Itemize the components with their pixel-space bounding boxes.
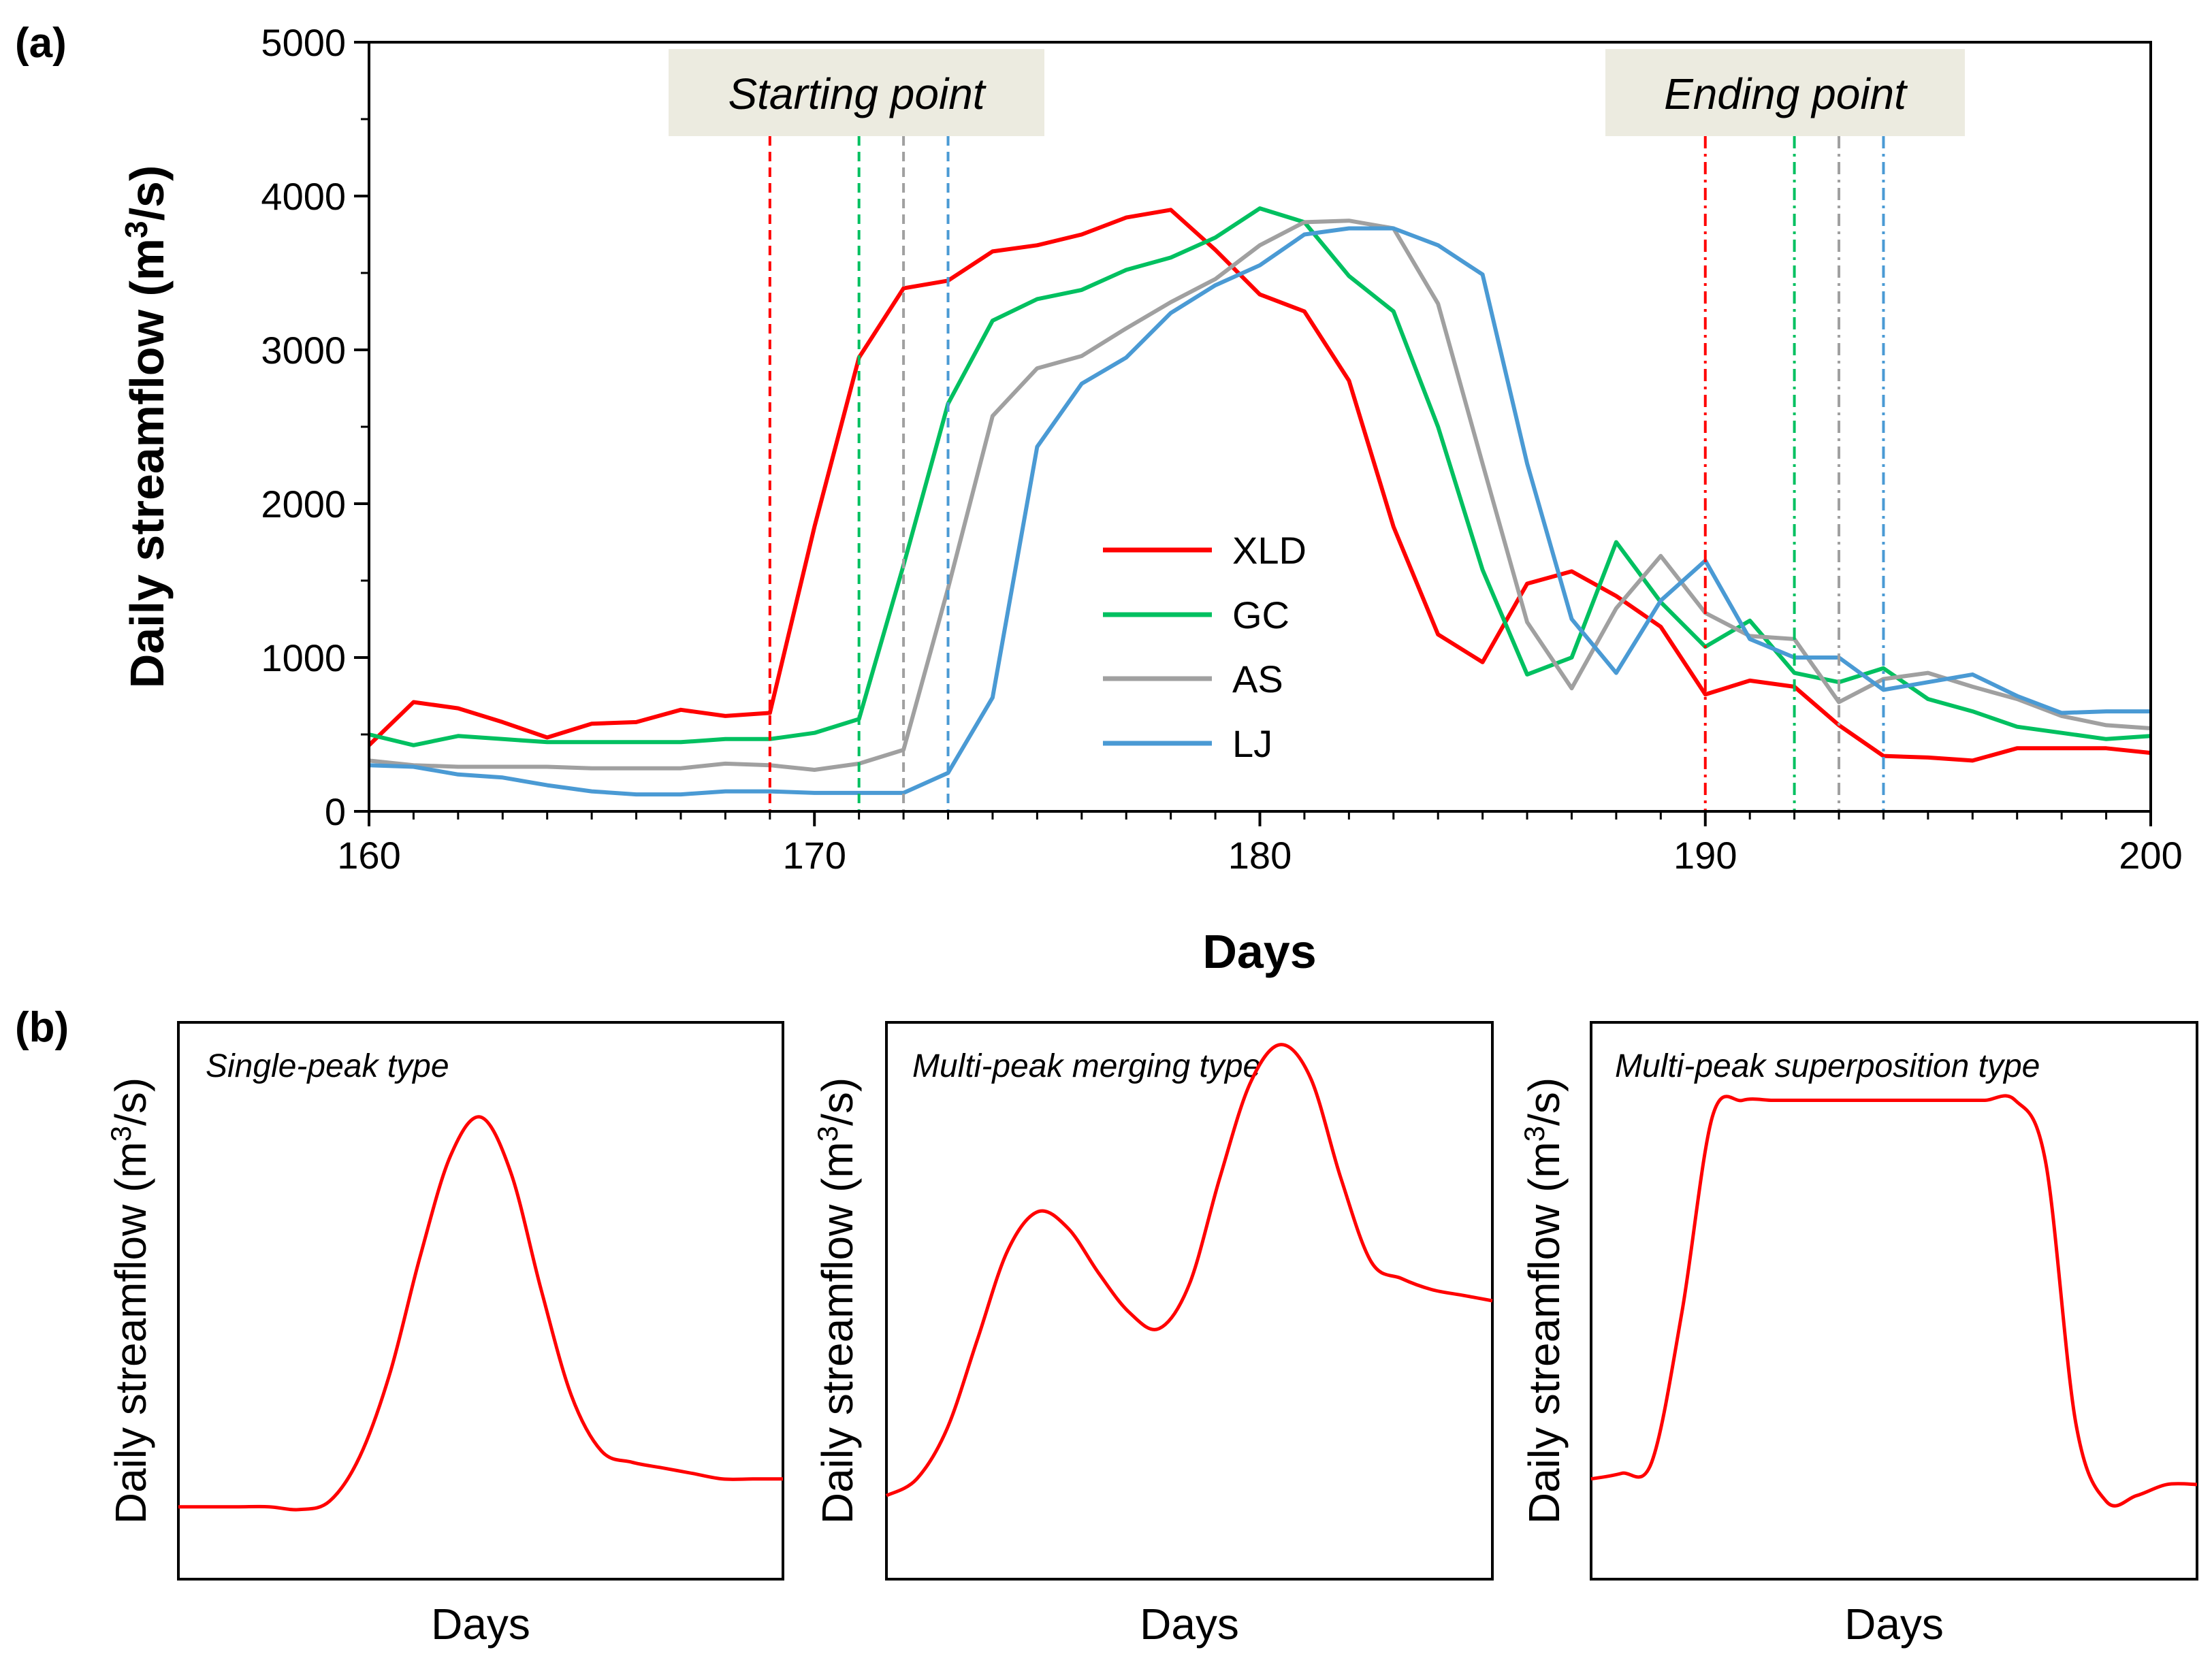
series-line-as [368, 218, 2151, 772]
panel-a-boundary-markers [768, 136, 1885, 811]
legend-label-as: AS [1232, 658, 1283, 700]
subplot-3-frame [1590, 1021, 2198, 1581]
x-tick-label-160: 160 [337, 834, 400, 877]
series-line-xld [367, 208, 2151, 763]
panel-a: (a) Starting point Ending point 160 170 18… [15, 20, 2183, 978]
ending-point-annotation: Ending point [1605, 49, 1965, 136]
subplot-2-y-title: Daily streamflow (m3/s) [812, 1077, 862, 1524]
subplot-2-x-title: Days [1140, 1600, 1239, 1649]
subplot-multi-peak-superposition: Multi-peak superposition type Days Daily… [1518, 1021, 2198, 1649]
series-line-lj [368, 226, 2151, 797]
legend: XLD GC AS LJ [1103, 529, 1307, 765]
x-tick-label-200: 200 [2119, 834, 2182, 877]
subplot-3-x-title: Days [1844, 1600, 1944, 1649]
y-axis-title: Daily streamflow (m3/s) [118, 165, 174, 689]
y-tick-label-4000: 4000 [261, 175, 346, 218]
y-tick-label-3000: 3000 [261, 329, 346, 372]
subplot-multi-peak-merging: Multi-peak merging type Days Daily strea… [812, 1021, 1494, 1649]
subplot-1-x-title: Days [431, 1600, 530, 1649]
panel-a-label: (a) [15, 20, 67, 67]
y-tick-label-1000: 1000 [261, 636, 346, 679]
legend-item-lj: LJ [1103, 722, 1272, 765]
curve-multi-peak-merging-type [885, 1043, 1493, 1497]
subplot-3-y-title: Daily streamflow (m3/s) [1518, 1077, 1569, 1524]
curve-single-peak-type [178, 1115, 783, 1512]
starting-point-box [669, 49, 1044, 136]
starting-point-annotation: Starting point [669, 49, 1044, 136]
subplot-2-curve [885, 1043, 1493, 1497]
curve-multi-peak-superposition-type [1590, 1094, 2198, 1508]
subplot-1-title: Single-peak type [206, 1048, 449, 1084]
subplot-1-y-title: Daily streamflow (m3/s) [105, 1077, 155, 1524]
y-tick-label-2000: 2000 [261, 483, 346, 525]
subplot-1-curve [178, 1115, 783, 1512]
panel-b-label: (b) [15, 1004, 69, 1051]
subplot-single-peak: Single-peak type Days Daily streamflow (… [105, 1021, 784, 1649]
legend-label-gc: GC [1232, 594, 1289, 636]
legend-label-lj: LJ [1232, 722, 1272, 765]
subplot-3-curve [1590, 1094, 2198, 1508]
subplot-1-frame [177, 1021, 784, 1581]
ending-point-box [1605, 49, 1965, 136]
subplot-3-title: Multi-peak superposition type [1615, 1048, 2040, 1084]
legend-item-xld: XLD [1103, 529, 1307, 572]
x-tick-label-180: 180 [1228, 834, 1292, 877]
starting-point-text: Starting point [728, 69, 986, 118]
x-tick-label-190: 190 [1673, 834, 1737, 877]
legend-item-as: AS [1103, 658, 1283, 700]
ending-point-text: Ending point [1664, 69, 1908, 118]
x-axis-title: Days [1202, 925, 1316, 978]
x-tick-label-170: 170 [783, 834, 846, 877]
subplot-2-frame [885, 1021, 1494, 1581]
subplot-2-title: Multi-peak merging type [912, 1048, 1261, 1084]
panel-b: (b) Single-peak type Days Daily streamfl… [15, 1004, 2198, 1649]
y-tick-label-5000: 5000 [261, 21, 346, 64]
legend-label-xld: XLD [1232, 529, 1307, 572]
panel-a-lines [367, 206, 2151, 797]
legend-item-gc: GC [1103, 594, 1289, 636]
y-tick-label-0: 0 [325, 790, 346, 833]
series-line-gc [368, 206, 2151, 747]
